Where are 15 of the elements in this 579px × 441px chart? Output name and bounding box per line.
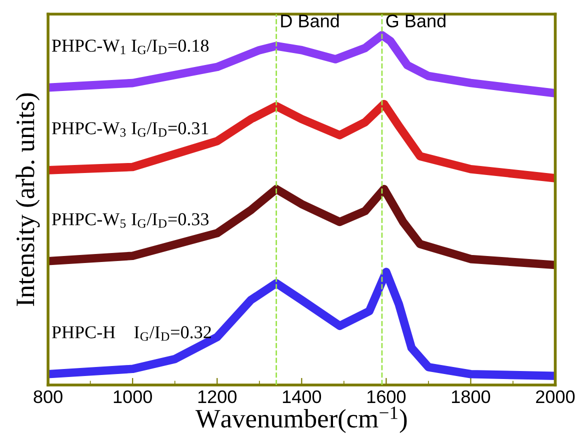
x-tick-label: 1600 [367, 390, 406, 404]
series-label: PHPC-W$_{1}$ I$_{G}$/I$_{D}$=0.18 [52, 40, 209, 54]
series-label: PHPC-H I$_{G}$/I$_{D}$=0.32 [52, 326, 211, 341]
x-tick-label: 1200 [198, 390, 237, 404]
series-label: PHPC-W$_{5}$ I$_{G}$/I$_{D}$=0.33 [52, 213, 209, 228]
series-label: PHPC-W$_{3}$ I$_{G}$/I$_{D}$=0.31 [52, 122, 208, 137]
y-axis-title: Intensity (arb. units) [16, 93, 40, 306]
x-tick-label: 1800 [452, 390, 490, 404]
x-axis-title: Wavenumber(cm$^{−1}$) [195, 406, 407, 433]
ref-line-label: G Band [386, 14, 446, 28]
x-tick-label: 800 [34, 390, 62, 404]
x-tick-label: 1000 [114, 390, 152, 404]
ref-line-label: D Band [281, 14, 339, 28]
x-tick-label: 1400 [282, 390, 322, 404]
x-tick-label: 2000 [536, 390, 575, 404]
